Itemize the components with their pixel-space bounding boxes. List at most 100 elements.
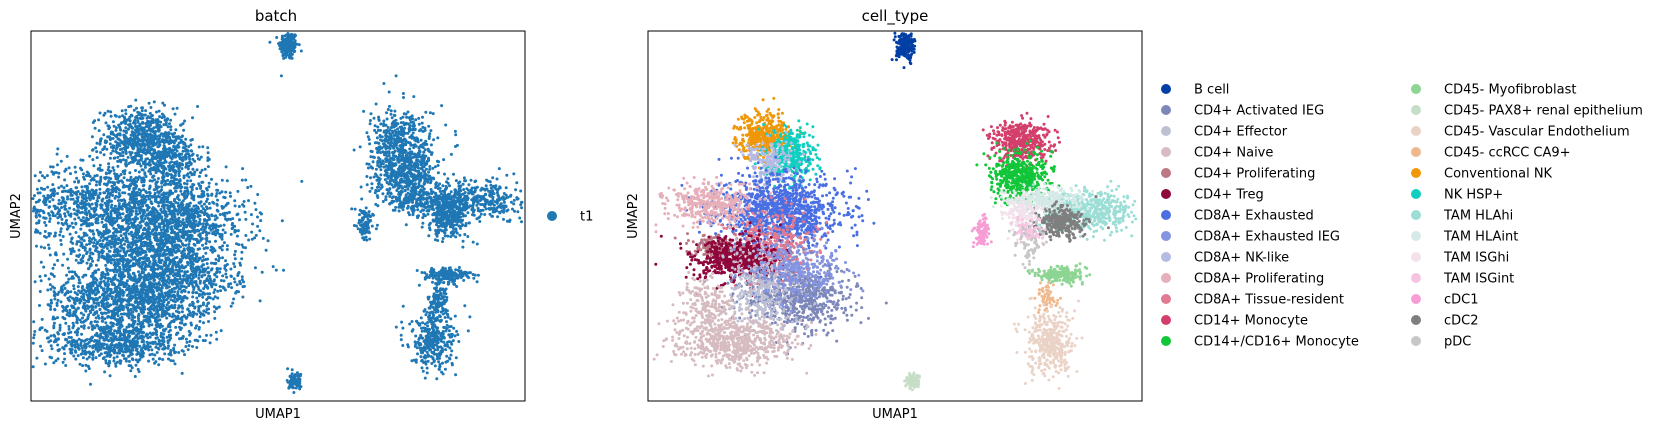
scatter-point (64, 321, 68, 325)
scatter-point (134, 191, 138, 195)
scatter-point (186, 167, 190, 171)
scatter-point (202, 263, 205, 267)
scatter-point (223, 288, 227, 292)
scatter-point (164, 249, 168, 252)
scatter-point (124, 252, 128, 256)
scatter-point (244, 178, 248, 182)
scatter-point (204, 242, 208, 245)
scatter-point (156, 267, 160, 271)
scatter-point (73, 312, 77, 316)
scatter-point (63, 317, 67, 321)
scatter-point (73, 200, 77, 204)
scatter-point (70, 236, 74, 240)
scatter-point (174, 250, 178, 254)
scatter-point (179, 239, 182, 243)
scatter-point (225, 202, 229, 206)
scatter-point (168, 272, 172, 276)
scatter-point (91, 148, 94, 152)
scatter-point (155, 226, 159, 230)
scatter-point (73, 180, 77, 184)
scatter-point (48, 200, 52, 204)
scatter-point (271, 265, 275, 269)
scatter-point (61, 304, 64, 308)
scatter-point (201, 231, 205, 235)
scatter-point (98, 180, 102, 184)
scatter-point (175, 186, 179, 190)
scatter-point (180, 156, 184, 160)
scatter-point (121, 271, 125, 274)
scatter-point (129, 113, 133, 117)
scatter-point (236, 189, 240, 193)
scatter-point (152, 161, 156, 165)
scatter-point (92, 350, 95, 354)
scatter-point (119, 147, 123, 151)
scatter-point (125, 178, 129, 182)
scatter-point (77, 261, 81, 265)
scatter-point (164, 212, 168, 216)
scatter-point (135, 233, 139, 237)
scatter-point (212, 230, 216, 234)
scatter-point (76, 205, 80, 209)
scatter-point (96, 199, 99, 203)
scatter-point (43, 221, 47, 224)
scatter-point (119, 234, 123, 238)
scatter-point (56, 163, 59, 167)
scatter-point (49, 287, 53, 291)
scatter-point (114, 114, 118, 118)
scatter-point (126, 127, 130, 131)
scatter-point (160, 218, 164, 222)
scatter-point (132, 205, 136, 209)
scatter-point (225, 179, 229, 183)
scatter-point (56, 298, 60, 302)
scatter-point (205, 233, 208, 237)
scatter-point (120, 109, 124, 113)
scatter-point (128, 260, 131, 264)
scatter-point (148, 132, 152, 136)
scatter-point (94, 146, 98, 150)
scatter-point (87, 258, 91, 262)
scatter-point (102, 182, 106, 186)
scatter-point (43, 176, 47, 180)
scatter-point (158, 271, 162, 275)
scatter-point (154, 171, 158, 175)
scatter-point (49, 307, 53, 311)
scatter-point (48, 217, 52, 221)
scatter-point (81, 275, 85, 279)
scatter-point (79, 227, 83, 231)
scatter-point (110, 237, 114, 241)
scatter-point (215, 275, 219, 279)
scatter-point (111, 120, 115, 124)
scatter-point (197, 145, 201, 149)
scatter-point (112, 144, 116, 148)
batch-chart-title: batch (255, 7, 297, 25)
scatter-point (92, 301, 96, 305)
scatter-point (164, 237, 168, 241)
scatter-point (49, 298, 53, 302)
scatter-point (33, 330, 37, 333)
scatter-point (199, 209, 203, 213)
scatter-point (94, 191, 98, 195)
scatter-point (197, 276, 201, 280)
scatter-point (150, 213, 154, 217)
scatter-point (109, 245, 113, 249)
scatter-point (64, 291, 68, 295)
scatter-point (70, 304, 74, 308)
scatter-point (210, 261, 213, 265)
scatter-point (109, 191, 113, 195)
scatter-point (184, 137, 188, 141)
scatter-point (107, 179, 111, 183)
scatter-point (172, 135, 176, 139)
scatter-point (95, 228, 99, 232)
scatter-point (101, 197, 105, 201)
scatter-point (111, 149, 115, 153)
scatter-point (158, 136, 161, 140)
scatter-point (201, 295, 205, 299)
scatter-point (35, 356, 39, 360)
scatter-point (206, 286, 210, 290)
scatter-point (193, 208, 197, 212)
scatter-point (181, 265, 185, 269)
scatter-point (209, 268, 213, 272)
scatter-point (66, 197, 69, 201)
scatter-point (97, 268, 100, 272)
scatter-point (132, 187, 136, 191)
